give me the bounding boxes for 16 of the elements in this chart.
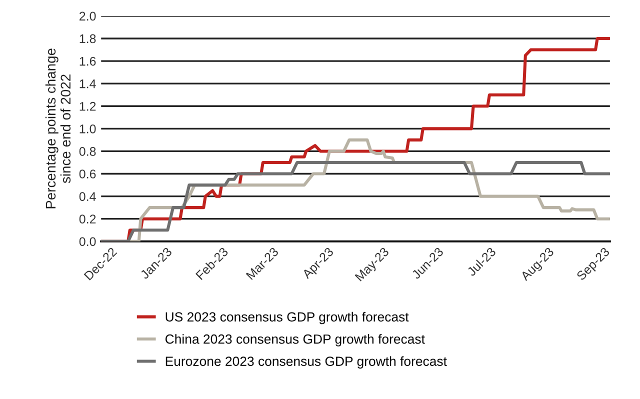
y-tick-label: 0.4 [79,192,96,201]
y-tick-label: 1.6 [80,56,96,66]
line-series [101,160,610,242]
legend-label: China 2023 consensus GDP growth forecast [165,334,425,346]
y-tick-label: 0.0 [79,237,96,246]
y-axis-title: Percentage points change since end of 2022 [45,48,71,208]
y-tick-label: 0.2 [79,214,96,224]
y-tick-label: 0.8 [79,147,96,156]
y-tick-label: 1.8 [80,34,96,44]
y-tick-label: 1.4 [80,80,96,88]
legend-label: Eurozone 2023 consensus GDP growth forecast [166,356,447,369]
y-tick-label: 1.2 [80,102,96,111]
legend-label: US 2023 consensus GDP growth forecast [166,312,409,324]
y-tick-label: 0.6 [79,170,96,178]
y-tick-label: 2.0 [80,12,96,21]
y-tick-label: 1.0 [80,124,96,134]
